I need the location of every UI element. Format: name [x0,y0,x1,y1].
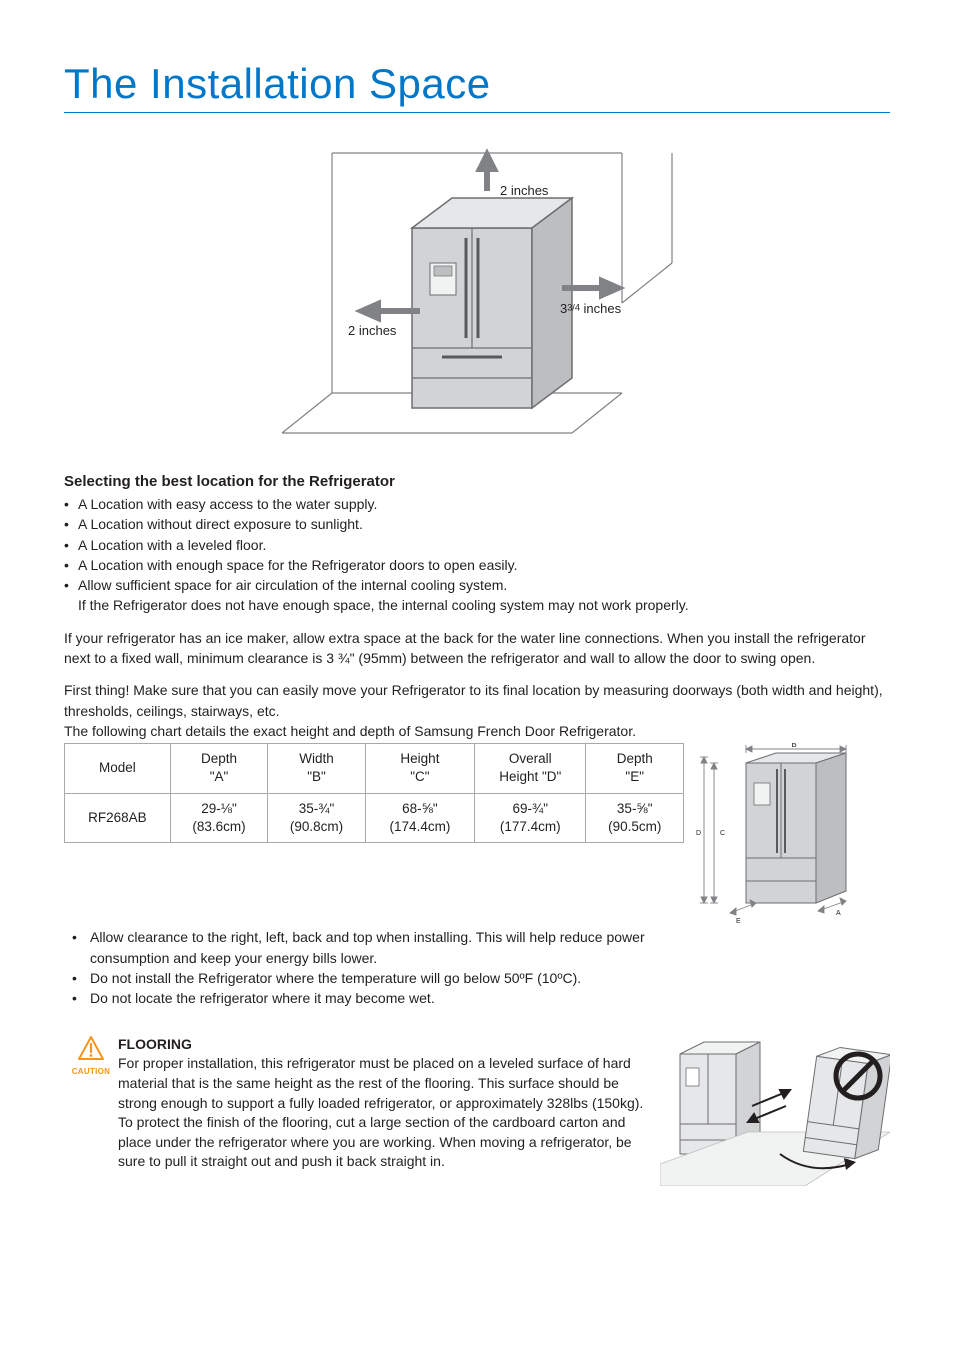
page-title: The Installation Space [64,60,890,113]
svg-text:B: B [791,743,796,749]
bullet: Do not install the Refrigerator where th… [72,968,684,988]
cell-model: RF268AB [65,793,171,842]
caution-label: CAUTION [64,1067,118,1076]
clearance-diagram: 2 inches 33/4 inches 2 inches [262,133,692,453]
cell: 29-⅛"(83.6cm) [170,793,268,842]
cell: 69-¾"(177.4cm) [475,793,586,842]
bullet: A Location with enough space for the Ref… [64,555,890,575]
table-row: RF268AB 29-⅛"(83.6cm) 35-¾"(90.8cm) 68-⅝… [65,793,684,842]
col-depth-a: Depth"A" [170,744,268,793]
location-bullets: A Location with easy access to the water… [64,494,890,616]
measure-para: First thing! Make sure that you can easi… [64,680,890,741]
caution-icon-col: CAUTION [64,1036,118,1172]
flooring-diagram [660,1036,890,1186]
warning-icon [78,1036,104,1060]
col-depth-e: Depth"E" [586,744,684,793]
cell: 35-⅝"(90.5cm) [586,793,684,842]
bullet: A Location with a leveled floor. [64,535,890,555]
clearance-top-label: 2 inches [500,183,548,198]
dimensions-table: Model Depth"A" Width"B" Height"C" Overal… [64,743,684,843]
flooring-title: FLOORING [118,1036,646,1052]
col-height-c: Height"C" [365,744,474,793]
cell: 68-⅝"(174.4cm) [365,793,474,842]
bullet-note: If the Refrigerator does not have enough… [64,595,890,615]
bullet: A Location without direct exposure to su… [64,514,890,534]
dimension-labels-diagram: B C D [696,743,876,913]
install-bullets: Allow clearance to the right, left, back… [64,927,684,1008]
bullet: A Location with easy access to the water… [64,494,890,514]
svg-text:A: A [836,910,841,917]
col-model: Model [65,744,171,793]
ice-maker-para: If your refrigerator has an ice maker, a… [64,628,890,669]
col-width-b: Width"B" [268,744,366,793]
svg-text:C: C [720,830,725,837]
bullet: Allow sufficient space for air circulati… [64,575,890,595]
bullet: Allow clearance to the right, left, back… [72,927,684,968]
cell: 35-¾"(90.8cm) [268,793,366,842]
bullet: Do not locate the refrigerator where it … [72,988,684,1008]
location-heading: Selecting the best location for the Refr… [64,473,890,490]
svg-text:D: D [696,830,701,837]
flooring-para: For proper installation, this refrigerat… [118,1054,646,1172]
col-overall-d: OverallHeight "D" [475,744,586,793]
clearance-right-label: 33/4 inches [560,301,621,316]
clearance-left-label: 2 inches [348,323,396,338]
svg-text:E: E [736,918,741,923]
